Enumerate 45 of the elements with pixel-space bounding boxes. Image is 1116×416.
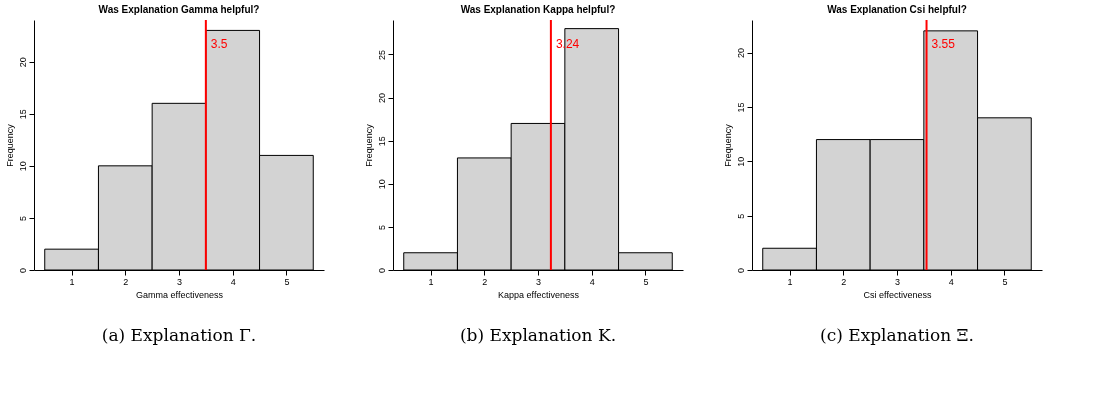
x-tick-label: 2 bbox=[841, 276, 847, 287]
y-tick-label: 10 bbox=[735, 156, 746, 167]
y-tick-label: 10 bbox=[376, 179, 387, 190]
x-tick-label: 2 bbox=[482, 276, 488, 287]
y-tick-label: 0 bbox=[735, 267, 746, 274]
x-tick-label: 1 bbox=[428, 276, 434, 287]
x-tick-label: 4 bbox=[230, 276, 236, 287]
x-tick-label: 5 bbox=[284, 276, 290, 287]
y-tick-label: 15 bbox=[735, 102, 746, 113]
y-tick-label: 10 bbox=[17, 161, 28, 172]
ref-line-label: 3.55 bbox=[931, 37, 956, 51]
text: (a) Explanation Γ. bbox=[101, 325, 257, 345]
y-tick-label: 5 bbox=[17, 215, 28, 221]
x-tick-label: 1 bbox=[787, 276, 793, 287]
y-tick-label: 5 bbox=[376, 224, 387, 230]
x-tick-label: 2 bbox=[123, 276, 129, 287]
y-tick-label: 20 bbox=[376, 93, 387, 104]
x-axis-title: Csi effectiveness bbox=[863, 289, 932, 300]
y-axis-title: Frequency bbox=[363, 123, 374, 167]
y-tick-label: 20 bbox=[735, 48, 746, 59]
x-tick-label: 4 bbox=[589, 276, 595, 287]
y-tick-label: 25 bbox=[376, 49, 387, 60]
y-tick-label: 0 bbox=[17, 267, 28, 274]
x-tick-label: 4 bbox=[948, 276, 954, 287]
y-tick-label: 0 bbox=[376, 267, 387, 274]
x-tick-label: 3 bbox=[894, 276, 901, 287]
text: (b) Explanation K. bbox=[459, 325, 617, 345]
y-tick-label: 20 bbox=[17, 57, 28, 68]
y-axis-title: Frequency bbox=[4, 123, 15, 167]
chart-title: Was Explanation Csi helpful? bbox=[827, 4, 967, 15]
x-tick-label: 5 bbox=[643, 276, 649, 287]
text: (c) Explanation Ξ. bbox=[820, 325, 974, 345]
y-tick-label: 5 bbox=[735, 213, 746, 219]
y-tick-label: 15 bbox=[376, 136, 387, 147]
x-axis-title: Gamma effectiveness bbox=[136, 289, 224, 300]
ref-line-label: 3.5 bbox=[210, 37, 228, 51]
x-tick-label: 3 bbox=[176, 276, 183, 287]
chart-title: Was Explanation Gamma helpful? bbox=[98, 4, 260, 15]
y-tick-label: 15 bbox=[17, 109, 28, 120]
y-axis-title: Frequency bbox=[722, 123, 733, 167]
x-tick-label: 3 bbox=[535, 276, 542, 287]
chart-title: Was Explanation Kappa helpful? bbox=[460, 4, 616, 15]
x-tick-label: 1 bbox=[69, 276, 75, 287]
x-tick-label: 5 bbox=[1002, 276, 1008, 287]
x-axis-title: Kappa effectiveness bbox=[498, 289, 580, 300]
